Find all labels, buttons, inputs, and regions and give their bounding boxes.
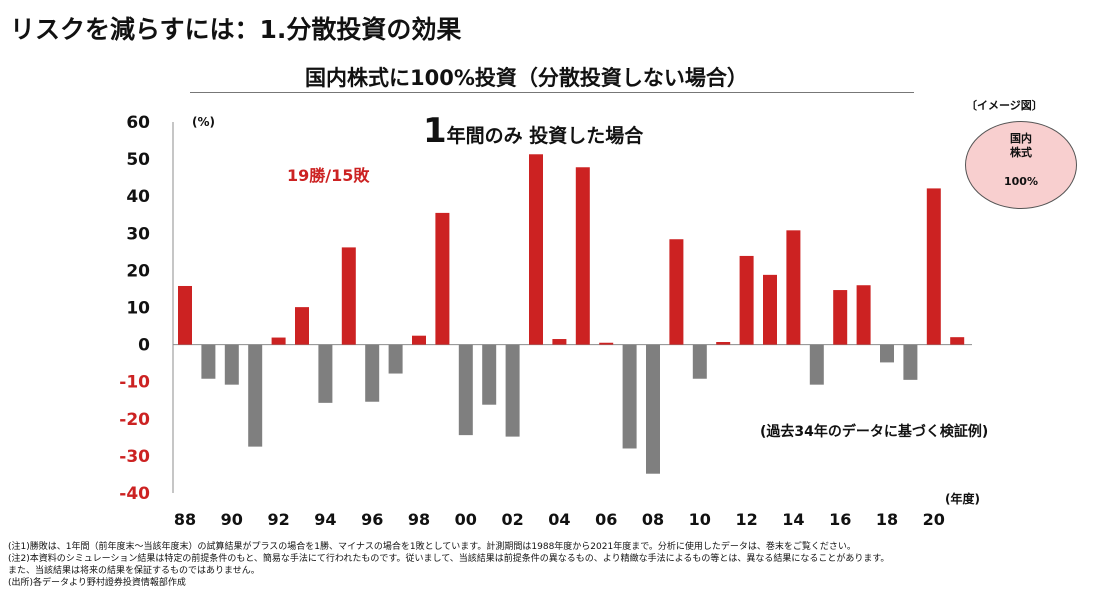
x-tick-label: 12 bbox=[735, 510, 757, 529]
y-tick-label: 60 bbox=[126, 113, 150, 133]
x-tick-label: 18 bbox=[876, 510, 898, 529]
bar-2003 bbox=[529, 154, 543, 345]
y-tick-label: -40 bbox=[119, 484, 150, 504]
bar-1992 bbox=[271, 337, 286, 345]
verification-note: (過去34年のデータに基づく検証例) bbox=[760, 423, 988, 440]
y-axis-label: (%) bbox=[192, 115, 215, 129]
win-loss-label: 19勝/15敗 bbox=[287, 166, 370, 185]
bar-2010 bbox=[692, 344, 707, 379]
circle-label-percent: 100% bbox=[1004, 175, 1038, 188]
y-tick-label: 40 bbox=[126, 187, 150, 207]
image-tag: 〔イメージ図〕 bbox=[966, 99, 1043, 112]
bar-1998 bbox=[412, 335, 426, 345]
footnotes: (注1)勝敗は、1年間（前年度末～当該年度末）の試算結果がプラスの場合を1勝、マ… bbox=[8, 541, 889, 589]
footnote-4: (出所)各データより野村證券投資情報部作成 bbox=[8, 578, 186, 588]
allocation-circle: 国内 株式 100% bbox=[965, 121, 1077, 209]
y-tick-label: 50 bbox=[126, 150, 150, 170]
bar-1988 bbox=[178, 285, 192, 345]
y-tick-label: 30 bbox=[126, 224, 150, 244]
y-tick-label: -30 bbox=[119, 447, 150, 467]
y-tick-label: 20 bbox=[126, 261, 150, 281]
y-tick-label: 10 bbox=[126, 299, 150, 319]
y-tick-label: -20 bbox=[119, 410, 150, 430]
x-tick-label: 14 bbox=[782, 510, 804, 529]
bar-2007 bbox=[622, 344, 637, 449]
footnote-1: (注1)勝敗は、1年間（前年度末～当該年度末）の試算結果がプラスの場合を1勝、マ… bbox=[8, 542, 856, 552]
bar-2018 bbox=[880, 344, 894, 363]
bar-2004 bbox=[552, 339, 567, 345]
bar-2017 bbox=[856, 285, 871, 345]
headline-text: 年間のみ 投資した場合 bbox=[447, 124, 645, 147]
title-divider bbox=[190, 92, 914, 93]
footnote-3: また、当該結果は将来の結果を保証するものではありません。 bbox=[8, 566, 260, 576]
bar-2006 bbox=[599, 342, 614, 345]
circle-label-line2: 株式 bbox=[1010, 146, 1032, 159]
bar-1989 bbox=[201, 344, 216, 379]
headline-number: 1 bbox=[423, 111, 447, 151]
bar-2015 bbox=[809, 344, 824, 385]
bar-2002 bbox=[505, 344, 520, 437]
bar-2020 bbox=[926, 188, 941, 345]
bar-chart: 60 50 40 30 20 10 0 -10 -20 -30 -40 88 90 92 94 96 98 00 0… bbox=[119, 111, 988, 529]
x-tick-label: 06 bbox=[595, 510, 617, 529]
bar-2021 bbox=[950, 337, 965, 345]
x-tick-label: 88 bbox=[174, 510, 196, 529]
bar-2019 bbox=[903, 344, 918, 380]
bar-1997 bbox=[388, 344, 403, 374]
bar-1995 bbox=[341, 247, 356, 345]
chart-title: 国内株式に100%投資（分散投資しない場合） bbox=[305, 66, 748, 90]
bar-1991 bbox=[248, 344, 263, 447]
bar-2005 bbox=[575, 167, 590, 345]
bar-2008 bbox=[646, 344, 660, 474]
bar-2013 bbox=[763, 274, 777, 345]
bar-1990 bbox=[224, 344, 239, 385]
chart-headline: 1年間のみ 投資した場合 bbox=[423, 111, 644, 151]
x-axis-label: (年度) bbox=[945, 491, 980, 506]
y-tick-label: 0 bbox=[138, 336, 150, 356]
bar-1993 bbox=[295, 307, 309, 345]
x-tick-label: 02 bbox=[501, 510, 523, 529]
x-tick-label: 10 bbox=[689, 510, 711, 529]
bar-1996 bbox=[365, 344, 380, 402]
circle-label-line1: 国内 bbox=[1010, 132, 1032, 145]
x-tick-label: 96 bbox=[361, 510, 383, 529]
bar-2012 bbox=[739, 255, 754, 345]
bar-2000 bbox=[458, 344, 473, 436]
bar-2009 bbox=[669, 239, 684, 345]
footnote-2: (注2)本資料のシミュレーション結果は特定の前提条件のもと、簡易な手法にて行われ… bbox=[8, 554, 890, 564]
bar-2001 bbox=[482, 344, 497, 405]
x-tick-label: 98 bbox=[408, 510, 430, 529]
bar-1999 bbox=[435, 212, 450, 345]
x-tick-label: 94 bbox=[314, 510, 336, 529]
bar-1994 bbox=[318, 344, 333, 403]
x-tick-label: 04 bbox=[548, 510, 570, 529]
x-tick-label: 20 bbox=[923, 510, 945, 529]
bar-2014 bbox=[786, 230, 801, 345]
x-tick-label: 08 bbox=[642, 510, 664, 529]
bar-2016 bbox=[833, 290, 848, 345]
bar-2011 bbox=[716, 342, 731, 345]
x-tick-label: 00 bbox=[455, 510, 477, 529]
x-tick-label: 16 bbox=[829, 510, 851, 529]
x-tick-label: 92 bbox=[267, 510, 289, 529]
x-tick-label: 90 bbox=[221, 510, 243, 529]
y-tick-label: -10 bbox=[119, 373, 150, 393]
page-title: リスクを減らすには：1.分散投資の効果 bbox=[10, 15, 462, 44]
